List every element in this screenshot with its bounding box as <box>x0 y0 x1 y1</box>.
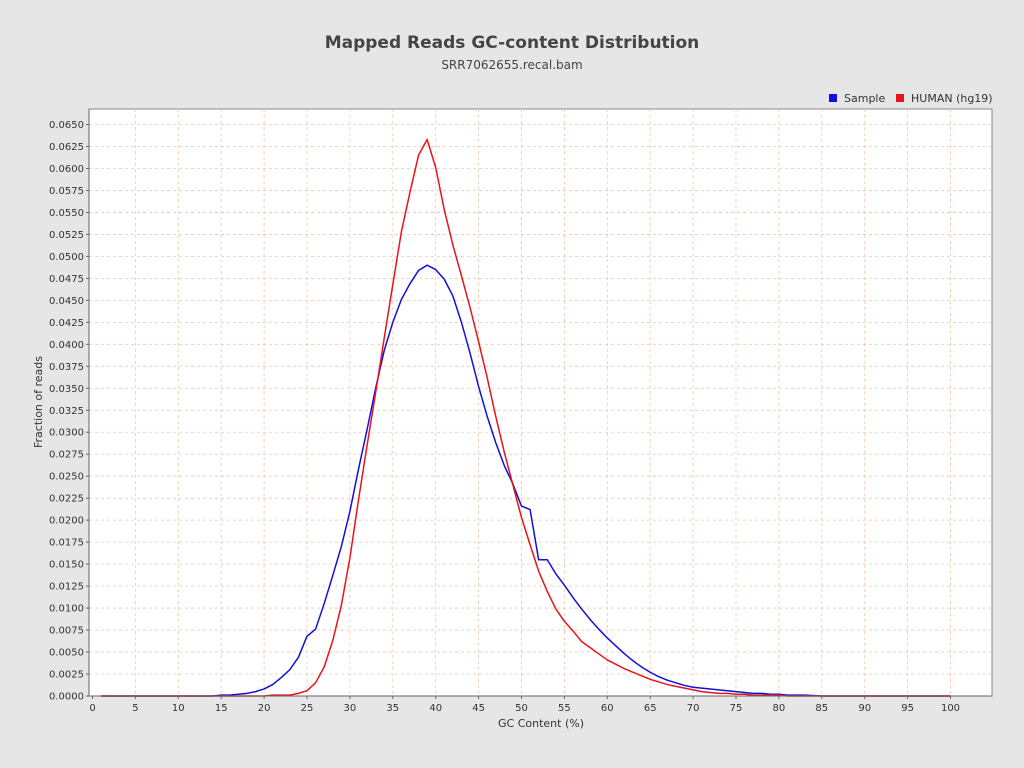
x-tick-label: 45 <box>472 703 485 714</box>
y-tick-label: 0.0425 <box>49 318 84 329</box>
x-axis-label: GC Content (%) <box>498 717 584 730</box>
x-tick-label: 15 <box>215 703 228 714</box>
y-tick-label: 0.0000 <box>49 692 84 703</box>
x-tick-label: 20 <box>258 703 271 714</box>
y-tick-label: 0.0550 <box>49 208 84 219</box>
x-tick-label: 50 <box>515 703 528 714</box>
y-tick-label: 0.0100 <box>49 604 84 615</box>
legend: Sample HUMAN (hg19) <box>829 92 993 105</box>
x-tick-label: 90 <box>858 703 871 714</box>
x-tick-label: 65 <box>644 703 657 714</box>
y-tick-label: 0.0600 <box>49 164 84 175</box>
y-tick-label: 0.0075 <box>49 626 84 637</box>
y-tick-label: 0.0475 <box>49 274 84 285</box>
x-tick-label: 85 <box>815 703 828 714</box>
y-tick-label: 0.0450 <box>49 296 84 307</box>
y-tick-label: 0.0650 <box>49 120 84 131</box>
y-tick-label: 0.0625 <box>49 142 84 153</box>
legend-label-human: HUMAN (hg19) <box>911 92 993 105</box>
y-tick-label: 0.0275 <box>49 450 84 461</box>
x-axis: 0 5 10 15 20 25 30 35 40 45 50 55 60 65 70 75 80 85 90 95 10… <box>89 695 992 714</box>
x-tick-label: 80 <box>773 703 786 714</box>
y-tick-label: 0.0025 <box>49 670 84 681</box>
x-tick-label: 40 <box>429 703 442 714</box>
y-tick-label: 0.0200 <box>49 516 84 527</box>
series-line-human-hg19 <box>101 138 951 697</box>
series-layer <box>101 138 951 697</box>
x-tick-label: 60 <box>601 703 614 714</box>
grid <box>89 109 992 696</box>
y-tick-label: 0.0500 <box>49 252 84 263</box>
x-tick-label: 0 <box>89 703 95 714</box>
y-tick-label: 0.0175 <box>49 538 84 549</box>
x-tick-label: 30 <box>344 703 357 714</box>
legend-swatch-sample <box>829 94 837 102</box>
y-tick-label: 0.0575 <box>49 186 84 197</box>
y-tick-label: 0.0125 <box>49 582 84 593</box>
x-tick-label: 35 <box>386 703 399 714</box>
y-tick-label: 0.0350 <box>49 384 84 395</box>
y-tick-label: 0.0150 <box>49 560 84 571</box>
chart-subtitle: SRR7062655.recal.bam <box>441 58 582 72</box>
legend-label-sample: Sample <box>844 92 885 105</box>
y-tick-label: 0.0250 <box>49 472 84 483</box>
y-tick-label: 0.0050 <box>49 648 84 659</box>
y-tick-label: 0.0375 <box>49 362 84 373</box>
y-tick-label: 0.0525 <box>49 230 84 241</box>
legend-swatch-human <box>896 94 904 102</box>
y-tick-label: 0.0400 <box>49 340 84 351</box>
y-axis: 0.0000 0.0025 0.0050 0.0075 0.0100 0.0125 0.01… <box>49 109 90 703</box>
x-tick-label: 55 <box>558 703 571 714</box>
x-tick-label: 70 <box>687 703 700 714</box>
y-tick-label: 0.0325 <box>49 406 84 417</box>
x-tick-label: 25 <box>301 703 314 714</box>
plot-area <box>88 108 993 697</box>
x-tick-label: 75 <box>730 703 743 714</box>
x-tick-label: 5 <box>132 703 138 714</box>
chart-title: Mapped Reads GC-content Distribution <box>325 33 700 53</box>
y-tick-label: 0.0225 <box>49 494 84 505</box>
y-axis-label: Fraction of reads <box>32 356 45 448</box>
x-tick-label: 10 <box>172 703 185 714</box>
x-tick-label: 100 <box>941 703 960 714</box>
y-tick-label: 0.0300 <box>49 428 84 439</box>
x-tick-label: 95 <box>901 703 914 714</box>
